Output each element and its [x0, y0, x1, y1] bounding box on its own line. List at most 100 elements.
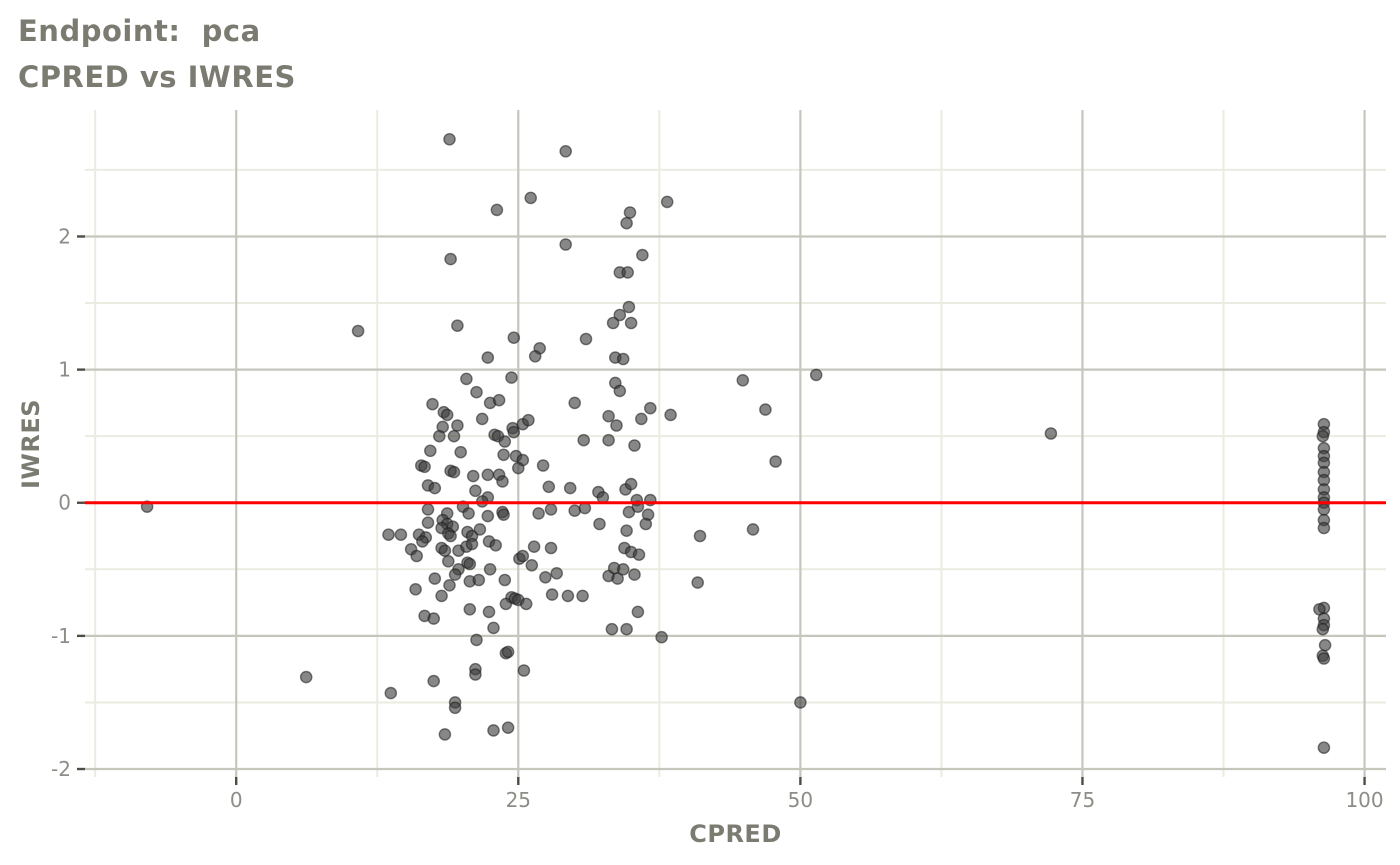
data-point — [470, 385, 483, 399]
data-point — [539, 571, 552, 584]
data-point — [498, 435, 512, 448]
x-tick-label: 0 — [230, 788, 243, 812]
data-point — [443, 579, 456, 592]
data-point — [463, 557, 477, 571]
data-point — [481, 351, 495, 364]
x-tick-label: 50 — [788, 788, 813, 812]
data-point — [628, 568, 641, 581]
data-point — [460, 372, 473, 386]
data-point — [1316, 429, 1330, 443]
data-point — [1317, 652, 1331, 665]
data-point — [644, 401, 657, 415]
data-point — [444, 529, 457, 543]
data-point — [421, 516, 435, 530]
data-point — [622, 300, 636, 314]
data-point — [299, 670, 313, 684]
data-point — [593, 517, 606, 531]
data-point — [440, 408, 454, 422]
data-point — [516, 549, 530, 563]
data-point — [507, 425, 521, 439]
data-point — [616, 563, 630, 576]
y-axis-label: IWRES — [17, 398, 45, 490]
data-point — [427, 612, 441, 625]
data-point — [490, 203, 504, 217]
data-point — [501, 721, 515, 735]
data-point — [432, 429, 446, 443]
data-point — [631, 605, 645, 619]
data-point — [481, 468, 495, 482]
data-point — [351, 324, 365, 338]
data-point — [481, 509, 495, 523]
data-point — [384, 686, 398, 700]
data-point — [769, 455, 782, 468]
data-point — [428, 572, 442, 585]
data-point — [454, 445, 468, 459]
data-point — [426, 397, 439, 411]
y-tick-label: 0 — [58, 491, 71, 515]
y-tick-label: 1 — [58, 358, 71, 382]
x-tick-label: 100 — [1345, 788, 1383, 812]
data-point — [602, 433, 615, 447]
data-point — [605, 622, 619, 636]
data-point — [568, 504, 582, 518]
data-point — [1318, 638, 1332, 652]
data-point — [448, 568, 462, 581]
data-point — [660, 195, 674, 209]
data-point — [563, 481, 577, 495]
data-point — [517, 664, 531, 677]
data-point — [410, 549, 424, 563]
data-point — [576, 589, 589, 603]
x-tick-label: 25 — [506, 788, 531, 812]
data-point — [532, 507, 545, 520]
data-point — [613, 384, 627, 398]
data-point — [525, 559, 539, 572]
data-point — [512, 461, 525, 475]
data-point — [418, 460, 431, 474]
data-point — [505, 371, 518, 384]
data-point — [482, 605, 496, 619]
x-axis-label: CPRED — [689, 820, 782, 848]
data-point — [447, 429, 461, 443]
data-point — [438, 728, 452, 741]
data-point — [544, 541, 558, 555]
data-point — [655, 630, 668, 644]
data-point — [451, 319, 464, 333]
data-point — [809, 368, 823, 382]
data-point — [1317, 521, 1331, 535]
data-point — [624, 316, 638, 330]
data-point — [544, 503, 558, 516]
data-point — [448, 701, 462, 715]
data-point — [736, 373, 750, 387]
data-point — [613, 308, 627, 322]
data-point — [577, 433, 591, 447]
data-point — [639, 517, 653, 531]
data-point — [620, 622, 633, 636]
data-point — [545, 588, 559, 601]
data-point — [527, 540, 541, 554]
data-point — [441, 555, 455, 568]
data-point — [447, 465, 461, 479]
data-point — [759, 403, 772, 416]
data-point — [542, 480, 556, 494]
data-point — [421, 503, 435, 516]
data-point — [550, 567, 564, 580]
data-point — [623, 206, 637, 219]
data-point — [794, 696, 807, 709]
data-point — [469, 484, 482, 498]
data-point — [507, 331, 521, 345]
data-point — [522, 413, 535, 427]
data-point — [469, 668, 482, 681]
data-point — [628, 439, 641, 452]
data-point — [497, 448, 510, 462]
data-point — [536, 459, 550, 472]
data-point — [691, 576, 705, 589]
data-point — [443, 132, 456, 146]
data-point — [463, 603, 477, 616]
y-tick-label: -1 — [51, 624, 71, 648]
data-point — [444, 252, 457, 266]
data-point — [499, 597, 513, 611]
data-point — [409, 583, 422, 596]
data-point — [624, 477, 638, 491]
